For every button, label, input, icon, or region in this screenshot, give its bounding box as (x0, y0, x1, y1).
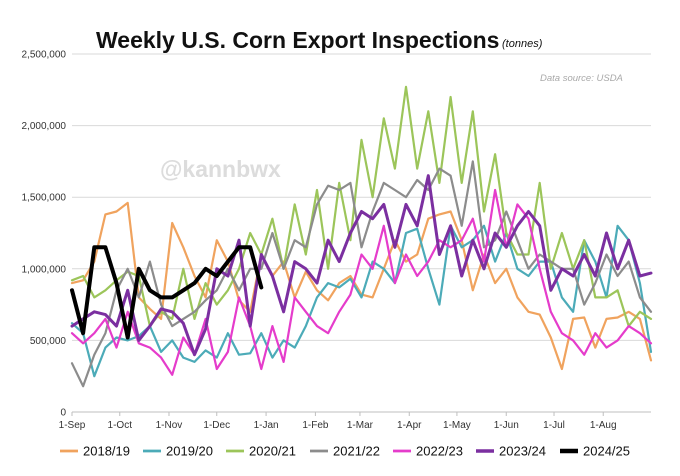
legend-label: 2023/24 (499, 444, 546, 459)
series-line-2021-22 (70, 160, 653, 388)
series-line-2022-23 (70, 188, 653, 376)
x-tick-label: 1-Oct (108, 420, 133, 431)
legend-label: 2018/19 (83, 444, 130, 459)
legend-label: 2019/20 (166, 444, 213, 459)
data-source: Data source: USDA (540, 73, 623, 84)
legend: 2018/19 2019/20 2020/21 2021/22 2022/23 2023/… (60, 444, 630, 459)
series-layer (70, 85, 653, 388)
series-line-2019-20 (70, 224, 653, 378)
legend-label: 2020/21 (249, 444, 296, 459)
legend-label: 2022/23 (416, 444, 463, 459)
x-tick-label: 1-Jul (543, 420, 565, 431)
watermark: @kannbwx (160, 156, 281, 182)
y-axis: 0 500,000 1,000,000 1,500,000 2,000,000 2,500… (22, 50, 67, 419)
series-line-2023-24 (70, 174, 653, 357)
chart-subtitle: (tonnes) (502, 38, 543, 50)
x-tick-label: 1-Sep (59, 420, 86, 431)
y-tick-label: 1,000,000 (22, 264, 67, 275)
y-tick-label: 1,500,000 (22, 193, 67, 204)
y-tick-label: 2,000,000 (22, 121, 67, 132)
x-tick-label: 1-Apr (397, 420, 422, 431)
x-tick-label: 1-Jun (494, 420, 519, 431)
y-tick-label: 500,000 (30, 336, 67, 347)
chart-title: Weekly U.S. Corn Export Inspections (96, 27, 499, 53)
x-axis: 1-Sep 1-Oct 1-Nov 1-Dec 1-Jan 1-Feb 1-Mar 1-Apr… (59, 412, 617, 431)
x-tick-label: 1-Jan (254, 420, 279, 431)
x-tick-label: 1-Nov (156, 420, 183, 431)
x-tick-label: 1-Aug (590, 420, 617, 431)
series-line-2020-21 (70, 85, 653, 328)
series-line-2024-25 (70, 245, 264, 340)
x-tick-label: 1-Feb (302, 420, 329, 431)
x-tick-label: 1-May (443, 420, 471, 431)
x-tick-label: 1-Mar (347, 420, 374, 431)
legend-label: 2021/22 (333, 444, 380, 459)
y-tick-label: 0 (60, 408, 66, 419)
x-tick-label: 1-Dec (203, 420, 230, 431)
legend-label: 2024/25 (583, 444, 630, 459)
y-tick-label: 2,500,000 (22, 50, 67, 61)
